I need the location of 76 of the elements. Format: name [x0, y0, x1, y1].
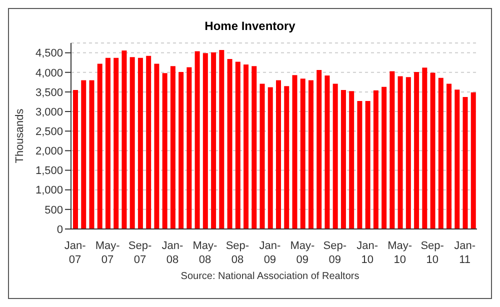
bar: [89, 80, 94, 229]
y-tick-label: 3,000: [35, 106, 63, 118]
bar: [414, 72, 420, 229]
bar: [268, 87, 273, 229]
bar: [365, 100, 370, 229]
y-tick-label: 2,000: [35, 146, 63, 158]
x-tick-label: Sep-08: [226, 240, 250, 266]
bar: [454, 90, 460, 229]
bar: [244, 64, 249, 229]
bar: [252, 66, 257, 229]
bar: [430, 72, 436, 229]
x-tick-label: Sep-10: [420, 240, 444, 266]
bar: [422, 68, 428, 229]
bar: [382, 86, 387, 229]
bar: [194, 51, 200, 229]
x-tick-label: May-08: [192, 240, 218, 266]
y-tick-label: 2,500: [35, 126, 63, 138]
bar: [219, 50, 224, 229]
bar: [105, 58, 110, 229]
bar: [324, 76, 330, 229]
source-note: Source: National Association of Realtors: [180, 271, 360, 282]
x-tick-label: Jan-10: [356, 240, 378, 266]
bar: [462, 97, 468, 229]
bar: [202, 53, 208, 229]
bar: [470, 92, 476, 229]
bar: [357, 100, 362, 229]
bar: [390, 71, 395, 229]
y-tick-label: 1,500: [35, 165, 63, 178]
y-tick-label: 4,500: [35, 48, 63, 60]
bar: [138, 58, 143, 229]
bar: [300, 78, 306, 229]
bar: [130, 57, 135, 229]
x-tick-label: May-07: [95, 240, 120, 266]
bar: [178, 72, 184, 229]
bar: [154, 64, 160, 229]
x-tick-label: Jan-11: [454, 240, 476, 266]
bar: [114, 58, 119, 229]
bar: [446, 84, 452, 229]
bar: [308, 80, 314, 229]
bar: [162, 73, 168, 229]
bar: [332, 84, 338, 229]
x-tick-label: Jan-09: [259, 240, 281, 266]
bar: [340, 90, 346, 229]
bar: [186, 67, 192, 229]
x-tick-label: Jan-08: [162, 240, 184, 266]
bar: [284, 86, 290, 229]
bar: [349, 91, 354, 229]
bar: [276, 80, 281, 229]
bar: [292, 75, 298, 229]
bar: [97, 64, 102, 229]
bar: [81, 80, 86, 229]
bar: [170, 66, 176, 229]
bar: [235, 62, 240, 229]
chart-title: Home Inventory: [204, 19, 296, 35]
bar: [227, 59, 232, 229]
bar: [73, 90, 78, 229]
x-tick-label: May-09: [290, 240, 315, 266]
y-tick-label: 1,000: [35, 184, 63, 197]
bar: [211, 52, 216, 229]
y-axis-title: Thousands: [14, 108, 26, 164]
x-tick-label: Sep-07: [128, 240, 152, 266]
bar: [146, 56, 152, 229]
bar: [398, 76, 403, 229]
bar: [406, 77, 411, 229]
x-tick-label: Sep-09: [323, 240, 347, 266]
y-tick-label: 4,000: [35, 67, 63, 80]
y-tick-label: 3,500: [35, 86, 63, 99]
x-tick-label: May-10: [388, 240, 412, 266]
y-tick-label: 0: [56, 224, 63, 236]
bar: [260, 84, 265, 229]
bar: [373, 90, 378, 229]
bar: [316, 70, 322, 229]
bar: [438, 78, 444, 229]
bar: [122, 50, 127, 229]
y-tick-label: 500: [44, 204, 63, 216]
x-tick-label: Jan-07: [64, 240, 86, 266]
